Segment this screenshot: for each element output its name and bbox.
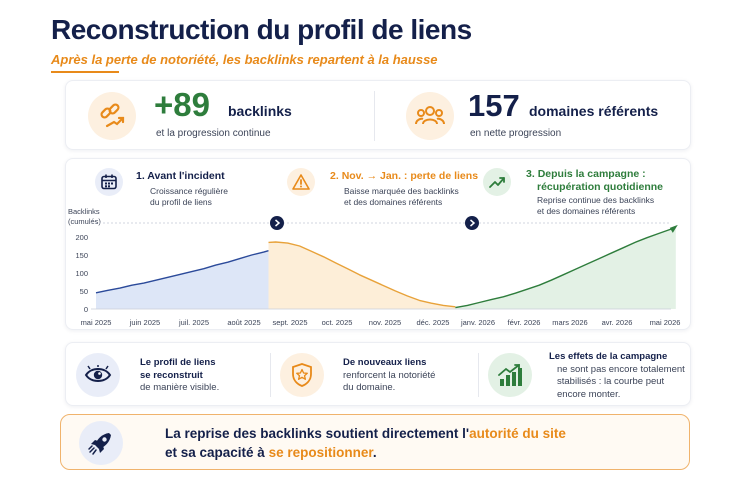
x-tick-label: août 2025 bbox=[227, 318, 260, 327]
x-tick-label: avr. 2026 bbox=[602, 318, 633, 327]
stats-card: +89 backlinks et la progression continue… bbox=[65, 80, 691, 150]
backlinks-sub: et la progression continue bbox=[156, 128, 271, 139]
message-2: De nouveaux liens renforcent la notoriété… bbox=[343, 357, 436, 393]
series-area-loss bbox=[268, 242, 456, 309]
x-tick-label: déc. 2025 bbox=[417, 318, 450, 327]
message-divider-1 bbox=[270, 353, 271, 397]
message-1: Le profil de liens se reconstruit de maniè… bbox=[140, 357, 220, 393]
series-line-loss bbox=[268, 241, 456, 308]
calendar-icon bbox=[95, 168, 123, 196]
backlinks-count: +89 bbox=[154, 86, 210, 123]
phase-1-title: 1. Avant l'incident bbox=[136, 170, 225, 182]
chart-card: 1. Avant l'incident Croissance régulière… bbox=[65, 158, 691, 330]
y-tick-label: 50 bbox=[80, 287, 88, 296]
phase-arrow-marker bbox=[270, 216, 284, 230]
y-tick-label: 100 bbox=[75, 269, 88, 278]
y-tick-label: 150 bbox=[75, 251, 88, 260]
eye-icon bbox=[76, 353, 120, 397]
message-3: Les effets de la campagne ne sont pas enc… bbox=[549, 351, 685, 400]
backlinks-label: backlinks bbox=[228, 103, 292, 119]
series-line-recovery bbox=[455, 226, 677, 309]
domains-label: domaines référents bbox=[529, 103, 659, 119]
x-tick-label: févr. 2026 bbox=[508, 318, 541, 327]
y-tick-label: 0 bbox=[84, 305, 88, 314]
y-axis-label: (cumulés) bbox=[68, 217, 101, 226]
page-subtitle: Après la perte de notoriété, les backlin… bbox=[51, 52, 438, 67]
series-area-before bbox=[96, 250, 269, 309]
series-line-before bbox=[95, 250, 269, 294]
x-tick-label: juil. 2025 bbox=[178, 318, 209, 327]
banner-line-1: La reprise des backlinks soutient direct… bbox=[165, 426, 566, 441]
banner-line-2: et sa capacité à se repositionner. bbox=[165, 445, 377, 460]
x-tick-label: janv. 2026 bbox=[460, 318, 495, 327]
x-tick-label: oct. 2025 bbox=[322, 318, 353, 327]
y-tick-label: 200 bbox=[75, 233, 88, 242]
conclusion-banner: La reprise des backlinks soutient direct… bbox=[60, 414, 690, 470]
trend-up-icon bbox=[483, 168, 511, 196]
backlinks-line-chart: Backlinks(cumulés) 200 150 100 50 0 mai 2025 ju… bbox=[68, 207, 681, 327]
phase-arrow-chevron bbox=[470, 219, 476, 227]
message-divider-2 bbox=[478, 353, 479, 397]
domains-sub: en nette progression bbox=[470, 128, 562, 139]
page-title: Reconstruction du profil de liens bbox=[51, 14, 472, 45]
x-tick-label: nov. 2025 bbox=[369, 318, 401, 327]
phase-arrow-marker bbox=[465, 216, 479, 230]
people-group-icon bbox=[406, 92, 454, 140]
x-tick-label: mai 2025 bbox=[81, 318, 112, 327]
domains-count: 157 bbox=[468, 88, 520, 123]
link-growth-icon bbox=[88, 92, 136, 140]
shield-star-icon bbox=[280, 353, 324, 397]
phase-3-desc: Reprise continue des backlinks et des dom… bbox=[537, 195, 655, 216]
x-tick-label: mars 2026 bbox=[552, 318, 587, 327]
phase-2-desc: Baisse marquée des backlinks et des domai… bbox=[344, 186, 459, 207]
phase-2-title: 2. Nov. → Jan. : perte de liens bbox=[330, 170, 479, 182]
x-tick-label: sept. 2025 bbox=[272, 318, 307, 327]
phase-3-title: 3. Depuis la campagne : récupération quot… bbox=[526, 168, 664, 193]
x-tick-label: juin 2025 bbox=[129, 318, 160, 327]
rocket-icon bbox=[79, 421, 123, 465]
stats-divider bbox=[374, 91, 375, 141]
phase-1-desc: Croissance régulière du profil de liens bbox=[150, 186, 228, 207]
y-axis-label: Backlinks bbox=[68, 207, 100, 216]
x-tick-label: mai 2026 bbox=[650, 318, 681, 327]
phase-arrow-chevron bbox=[275, 219, 281, 227]
messages-card: Le profil de liens se reconstruit de maniè… bbox=[65, 342, 691, 406]
recovery-arrowhead bbox=[669, 224, 678, 233]
warning-icon bbox=[287, 168, 315, 196]
bar-chart-icon bbox=[488, 353, 532, 397]
series-area-recovery bbox=[455, 226, 676, 309]
subtitle-underline bbox=[51, 71, 119, 73]
